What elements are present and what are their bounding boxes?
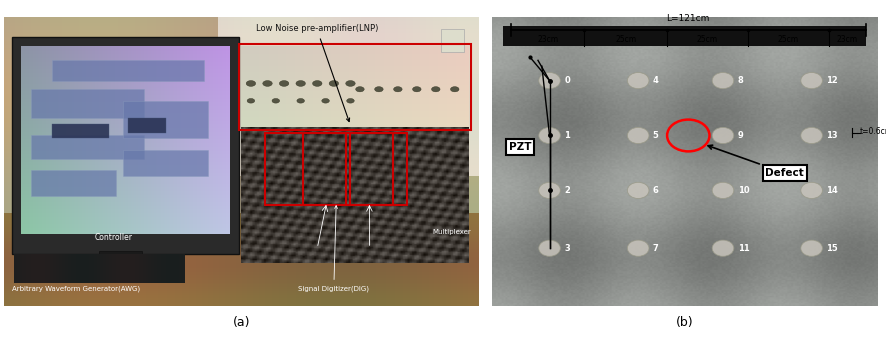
Text: 9: 9: [738, 131, 743, 140]
Circle shape: [539, 72, 560, 89]
Text: 23cm: 23cm: [537, 35, 558, 45]
Text: Signal Digitizer(DIG): Signal Digitizer(DIG): [299, 206, 369, 292]
Circle shape: [247, 99, 254, 103]
Circle shape: [413, 87, 421, 92]
Bar: [503, 26, 866, 46]
Bar: [51, 60, 204, 81]
Bar: [30, 170, 116, 196]
Text: Low Noise pre-amplifier(LNP): Low Noise pre-amplifier(LNP): [256, 24, 378, 122]
Circle shape: [801, 182, 822, 199]
Text: Defect: Defect: [708, 145, 804, 178]
Text: 8: 8: [738, 76, 743, 85]
Circle shape: [801, 240, 822, 256]
Text: 25cm: 25cm: [778, 35, 799, 45]
Circle shape: [627, 72, 649, 89]
Circle shape: [355, 87, 364, 92]
Circle shape: [329, 81, 338, 86]
Text: 14: 14: [827, 186, 838, 195]
Circle shape: [712, 128, 734, 143]
Circle shape: [375, 87, 383, 92]
Bar: [30, 89, 144, 118]
Bar: [75, 264, 166, 274]
Text: L=121cm: L=121cm: [666, 14, 710, 23]
Circle shape: [393, 87, 402, 92]
Circle shape: [712, 72, 734, 89]
Text: 25cm: 25cm: [697, 35, 719, 45]
Circle shape: [296, 81, 306, 86]
Bar: [239, 45, 471, 130]
Text: (b): (b): [676, 316, 693, 329]
Circle shape: [712, 240, 734, 256]
Text: 10: 10: [738, 186, 750, 195]
Bar: [99, 251, 142, 266]
Circle shape: [801, 128, 822, 143]
Text: Multiplexer: Multiplexer: [432, 229, 471, 235]
Text: 4: 4: [653, 76, 658, 85]
Circle shape: [450, 87, 459, 92]
Circle shape: [712, 182, 734, 199]
Text: 15: 15: [827, 244, 838, 253]
Circle shape: [539, 182, 560, 199]
Circle shape: [346, 81, 355, 86]
Text: Controller: Controller: [95, 233, 132, 241]
Text: 11: 11: [738, 244, 750, 253]
Bar: [12, 37, 239, 254]
Circle shape: [627, 128, 649, 143]
Text: 3: 3: [564, 244, 570, 253]
Bar: [51, 124, 109, 138]
Circle shape: [539, 128, 560, 143]
Text: 2: 2: [564, 186, 570, 195]
Text: 23cm: 23cm: [836, 35, 858, 45]
Bar: [30, 135, 144, 158]
Text: 12: 12: [827, 76, 838, 85]
Circle shape: [279, 81, 289, 86]
Text: 6: 6: [653, 186, 658, 195]
Text: 7: 7: [653, 244, 658, 253]
Bar: [351, 133, 393, 205]
Bar: [440, 29, 464, 52]
Circle shape: [346, 99, 354, 103]
Circle shape: [539, 240, 560, 256]
Circle shape: [627, 240, 649, 256]
Bar: [265, 133, 408, 205]
Text: 13: 13: [827, 131, 838, 140]
Text: t=0.6cm: t=0.6cm: [859, 127, 886, 136]
Bar: [303, 133, 346, 205]
Circle shape: [627, 182, 649, 199]
Bar: [123, 150, 208, 176]
Text: 25cm: 25cm: [615, 35, 636, 45]
Bar: [128, 118, 166, 133]
Circle shape: [272, 99, 280, 103]
Text: (a): (a): [233, 316, 250, 329]
Text: Arbitrary Waveform Generator(AWG): Arbitrary Waveform Generator(AWG): [12, 285, 140, 292]
Circle shape: [801, 72, 822, 89]
Text: 1: 1: [564, 131, 570, 140]
Circle shape: [246, 81, 256, 86]
Text: PZT: PZT: [509, 142, 532, 152]
Circle shape: [313, 81, 322, 86]
Bar: [123, 101, 208, 138]
Circle shape: [263, 81, 272, 86]
Text: 0: 0: [564, 76, 570, 85]
Text: 5: 5: [653, 131, 658, 140]
Circle shape: [322, 99, 330, 103]
Circle shape: [431, 87, 440, 92]
Circle shape: [297, 99, 305, 103]
